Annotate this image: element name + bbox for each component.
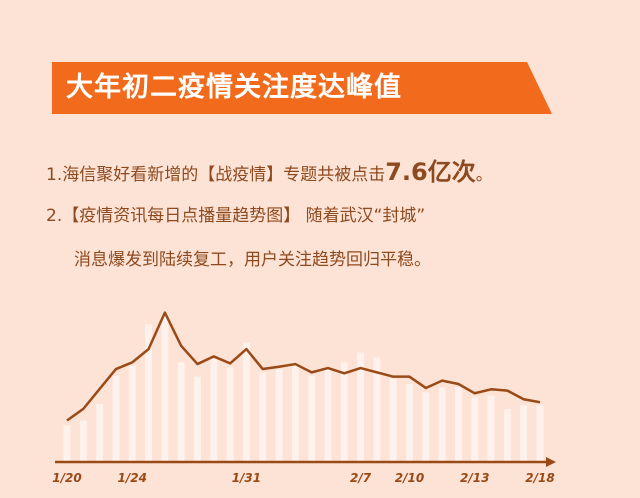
bar-2/12 xyxy=(438,387,446,462)
tick-label-1/24: 1/24 xyxy=(118,471,147,485)
tick-label-2/13: 2/13 xyxy=(460,471,489,485)
bar-1/28 xyxy=(193,376,201,462)
bar-2/7 xyxy=(357,352,365,462)
bar-1/30 xyxy=(226,367,234,462)
bar-1/25 xyxy=(145,324,153,462)
tick-label-2/10: 2/10 xyxy=(395,471,424,485)
bar-2/17 xyxy=(520,405,528,462)
trend-line xyxy=(66,311,541,422)
bar-2/10 xyxy=(406,383,414,462)
point-1-suffix: 。 xyxy=(475,165,493,185)
bar-2/11 xyxy=(422,392,430,462)
tick-label-1/31: 1/31 xyxy=(232,471,261,485)
bar-2/1 xyxy=(259,372,267,462)
point-1: 1.海信聚好看新增的【战疫情】专题共被点击7.6亿次。 xyxy=(46,160,493,187)
bar-2/4 xyxy=(308,375,316,462)
title-banner xyxy=(52,62,552,114)
bar-2/6 xyxy=(340,362,348,462)
x-axis-arrow xyxy=(546,457,556,467)
bar-1/31 xyxy=(242,342,250,462)
bar-2/13 xyxy=(454,387,462,462)
bar-2/2 xyxy=(275,369,283,462)
point-1-text: 1.海信聚好看新增的【战疫情】专题共被点击 xyxy=(46,165,386,185)
point-2-line-1: 2.【疫情资讯每日点播量趋势图】 随着武汉“封城” xyxy=(46,206,426,226)
click-count: 7.6亿次 xyxy=(385,158,476,186)
bar-1/23 xyxy=(112,375,120,462)
page-title: 大年初二疫情关注度达峰值 xyxy=(66,72,402,103)
bar-1/24 xyxy=(128,365,136,462)
bar-2/16 xyxy=(503,408,511,462)
tick-label-2/7: 2/7 xyxy=(350,471,372,485)
point-2-line-2: 消息爆发到陆续复工，用户关注趋势回归平稳。 xyxy=(74,250,431,270)
bar-1/20 xyxy=(63,425,71,462)
bar-2/18 xyxy=(536,405,544,462)
bar-2/8 xyxy=(373,357,381,462)
tick-label-2/18: 2/18 xyxy=(525,471,554,485)
bar-1/26 xyxy=(161,314,169,462)
trend-chart: 1/20 1/24 1/31 2/7 2/10 2/13 2/18 xyxy=(52,311,556,485)
bar-1/21 xyxy=(79,420,87,462)
bar-2/15 xyxy=(487,395,495,462)
bar-2/14 xyxy=(471,397,479,462)
bar-2/5 xyxy=(324,367,332,462)
bar-2/3 xyxy=(291,365,299,462)
bar-2/9 xyxy=(389,379,397,462)
bar-1/22 xyxy=(96,403,104,462)
bar-1/29 xyxy=(210,359,218,462)
tick-label-1/20: 1/20 xyxy=(52,471,81,485)
bar-1/27 xyxy=(177,362,185,462)
